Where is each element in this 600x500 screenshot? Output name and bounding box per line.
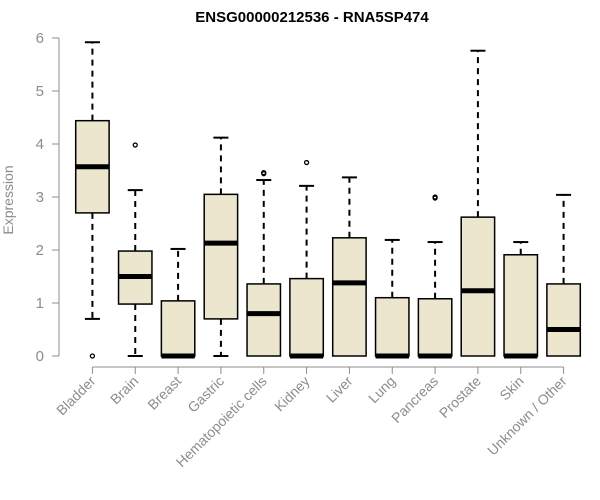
x-tick-label: Gastric: [184, 373, 227, 416]
iqr-box: [546, 283, 582, 357]
x-tick-label: Prostate: [436, 373, 484, 421]
box-lung: [374, 238, 410, 359]
outlier-point: [89, 353, 96, 359]
box-pancreas: [417, 194, 453, 359]
outlier-point: [261, 169, 267, 176]
box-skin: [503, 241, 539, 359]
outlier-point: [432, 194, 438, 200]
iqr-box: [160, 300, 196, 357]
outlier-point: [303, 159, 310, 166]
box-prostate: [460, 49, 496, 357]
iqr-box: [374, 296, 410, 357]
x-tick-label: Unknown / Other: [484, 373, 570, 459]
iqr-box: [203, 193, 239, 320]
y-tick-label: 2: [36, 242, 44, 259]
y-axis: 0 1 2 3 4 5 6: [36, 30, 60, 365]
x-tick-label: Liver: [323, 373, 356, 406]
y-tick-label: 4: [36, 136, 44, 153]
x-tick-label: Brain: [107, 373, 141, 407]
chart-title: ENSG00000212536 - RNA5SP474: [195, 9, 429, 26]
iqr-box: [246, 283, 282, 357]
box-liver: [331, 176, 367, 357]
iqr-box: [331, 237, 367, 357]
box-bladder: [74, 41, 110, 359]
y-tick-label: 6: [36, 30, 44, 47]
box-unknown-other: [546, 193, 582, 357]
y-tick-label: 5: [36, 83, 44, 100]
outlier-point: [132, 142, 138, 148]
box-brain: [117, 142, 153, 357]
x-tick-label: Kidney: [271, 373, 313, 415]
y-tick-label: 3: [36, 189, 44, 206]
box-kidney: [289, 159, 325, 359]
iqr-box: [460, 216, 496, 357]
box-hematopoietic-cells: [246, 169, 282, 357]
box-gastric: [203, 136, 239, 357]
y-axis-label: Expression: [0, 165, 16, 234]
box-breast: [160, 247, 196, 359]
y-tick-label: 0: [36, 348, 44, 365]
iqr-box: [289, 277, 325, 357]
boxes-layer: [74, 41, 582, 359]
x-tick-label: Breast: [144, 373, 184, 413]
x-tick-label: Pancreas: [388, 373, 441, 426]
x-tick-label: Lung: [365, 373, 398, 406]
x-tick-label: Bladder: [53, 373, 99, 419]
iqr-box: [503, 254, 539, 357]
x-tick-label: Skin: [496, 373, 527, 404]
iqr-box: [417, 298, 453, 357]
y-tick-label: 1: [36, 295, 44, 312]
